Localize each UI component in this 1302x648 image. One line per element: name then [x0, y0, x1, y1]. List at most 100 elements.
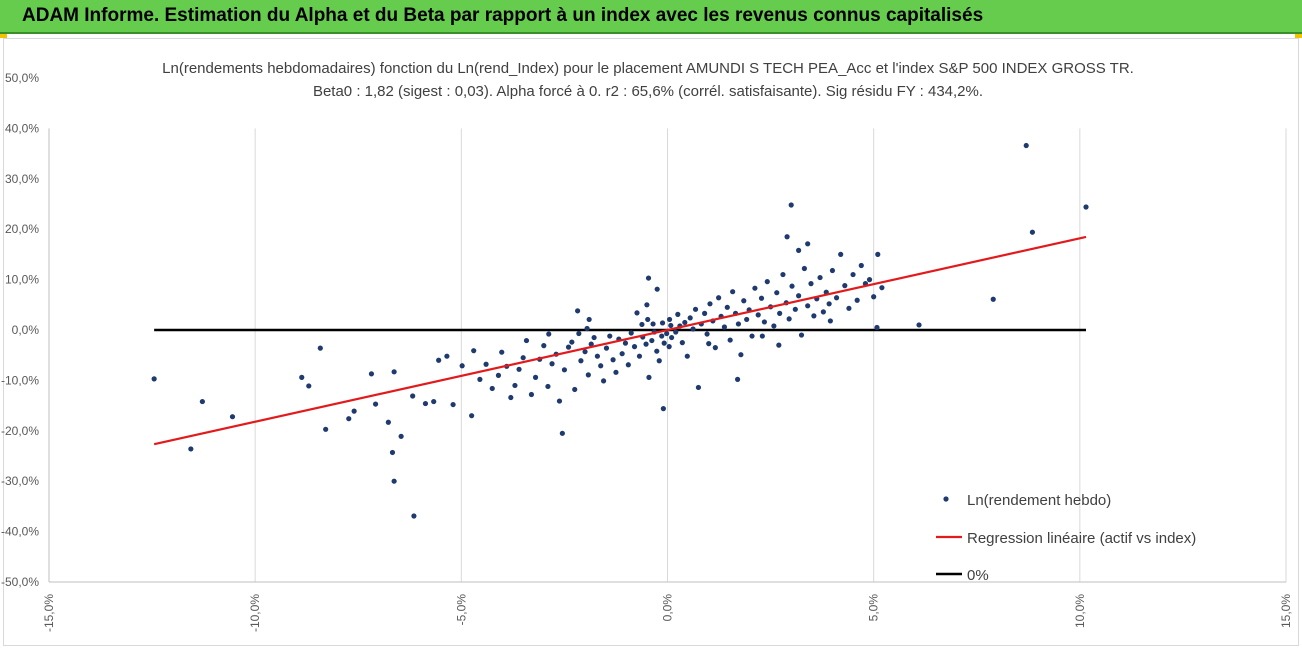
data-point: [591, 334, 597, 341]
corner-accent-right: [1295, 34, 1302, 38]
data-point: [450, 401, 456, 408]
data-point: [545, 383, 551, 390]
legend-marker-points: [943, 496, 949, 502]
data-point: [323, 426, 329, 432]
data-point: [469, 413, 475, 419]
data-point: [565, 344, 572, 350]
data-point: [749, 333, 755, 339]
data-point: [569, 339, 575, 345]
data-point: [631, 344, 638, 350]
data-point: [675, 311, 681, 317]
y-tick-label: -50,0%: [1, 575, 39, 589]
data-point: [755, 312, 761, 318]
data-point: [489, 385, 495, 392]
x-tick-label: 5,0%: [867, 594, 881, 622]
data-point: [811, 313, 817, 319]
regression-line: [153, 235, 1087, 446]
data-point: [702, 310, 708, 316]
data-point: [650, 321, 656, 327]
y-tick-label: 20,0%: [5, 222, 39, 236]
data-point: [431, 398, 437, 405]
chart-title: Ln(rendements hebdomadaires) fonction du…: [162, 60, 1134, 77]
x-tick-label: -15,0%: [42, 594, 56, 632]
x-tick-label: -5,0%: [454, 594, 468, 626]
data-point: [833, 295, 840, 301]
data-point: [712, 345, 718, 351]
data-point: [695, 384, 702, 391]
header-banner: ADAM Informe. Estimation du Alpha et du …: [0, 0, 1302, 34]
data-point: [664, 330, 670, 337]
data-point: [613, 369, 619, 375]
data-point: [607, 333, 613, 339]
data-point: [559, 430, 565, 436]
x-tick-label: 0,0%: [661, 594, 675, 622]
data-point: [771, 323, 777, 329]
data-point: [459, 363, 465, 369]
data-point: [508, 394, 514, 401]
data-point: [682, 319, 688, 326]
data-point: [871, 294, 877, 300]
data-point: [391, 478, 397, 484]
data-point: [826, 301, 832, 307]
data-point: [299, 374, 305, 380]
data-point: [780, 271, 786, 278]
data-point: [808, 281, 814, 287]
data-point: [516, 366, 522, 372]
data-point: [774, 290, 780, 296]
legend-label-points: Ln(rendement hebdo): [967, 492, 1111, 509]
data-point: [229, 414, 236, 420]
legend: Ln(rendement hebdo) Regression linéaire …: [936, 492, 1196, 584]
data-point: [410, 393, 416, 399]
data-point: [1023, 142, 1029, 149]
y-tick-label: -30,0%: [1, 474, 39, 488]
data-point: [520, 355, 526, 361]
data-point: [610, 357, 616, 363]
data-point: [789, 283, 795, 289]
data-point: [679, 340, 685, 346]
data-point: [820, 309, 826, 315]
data-point: [483, 361, 489, 367]
legend-label-regression: Regression linéaire (actif vs index): [967, 530, 1196, 547]
data-point: [707, 301, 713, 307]
data-point: [444, 353, 450, 359]
data-point: [666, 316, 673, 323]
data-point: [351, 408, 357, 414]
grid: [48, 128, 1287, 583]
data-point: [850, 271, 856, 278]
data-point: [645, 316, 651, 323]
data-point: [477, 376, 483, 382]
data-point: [619, 351, 625, 357]
data-point: [776, 342, 782, 348]
data-point: [752, 285, 758, 291]
x-tick-label: -10,0%: [248, 594, 262, 632]
data-point: [659, 333, 665, 339]
data-point: [411, 513, 417, 519]
data-point: [306, 383, 312, 389]
data-point: [582, 349, 588, 355]
data-point: [666, 344, 672, 350]
data-point: [874, 324, 880, 331]
data-point: [622, 340, 629, 346]
data-point: [541, 343, 547, 349]
data-point: [643, 341, 649, 347]
y-tick-label: -10,0%: [1, 373, 39, 387]
data-point: [556, 398, 563, 404]
data-point: [805, 241, 811, 247]
data-point: [549, 361, 555, 367]
data-point: [817, 274, 823, 281]
data-point: [659, 320, 666, 326]
data-point: [734, 376, 741, 382]
y-tick-label: -40,0%: [1, 525, 39, 539]
data-point: [628, 330, 634, 336]
data-point: [854, 297, 860, 303]
data-point: [523, 337, 530, 344]
data-point: [706, 341, 712, 347]
data-point: [801, 265, 807, 272]
data-point: [669, 334, 675, 341]
data-point: [528, 391, 535, 398]
data-point: [576, 330, 582, 337]
data-point: [990, 296, 996, 302]
data-point: [512, 382, 518, 389]
data-point: [692, 306, 699, 312]
data-point: [625, 362, 631, 368]
